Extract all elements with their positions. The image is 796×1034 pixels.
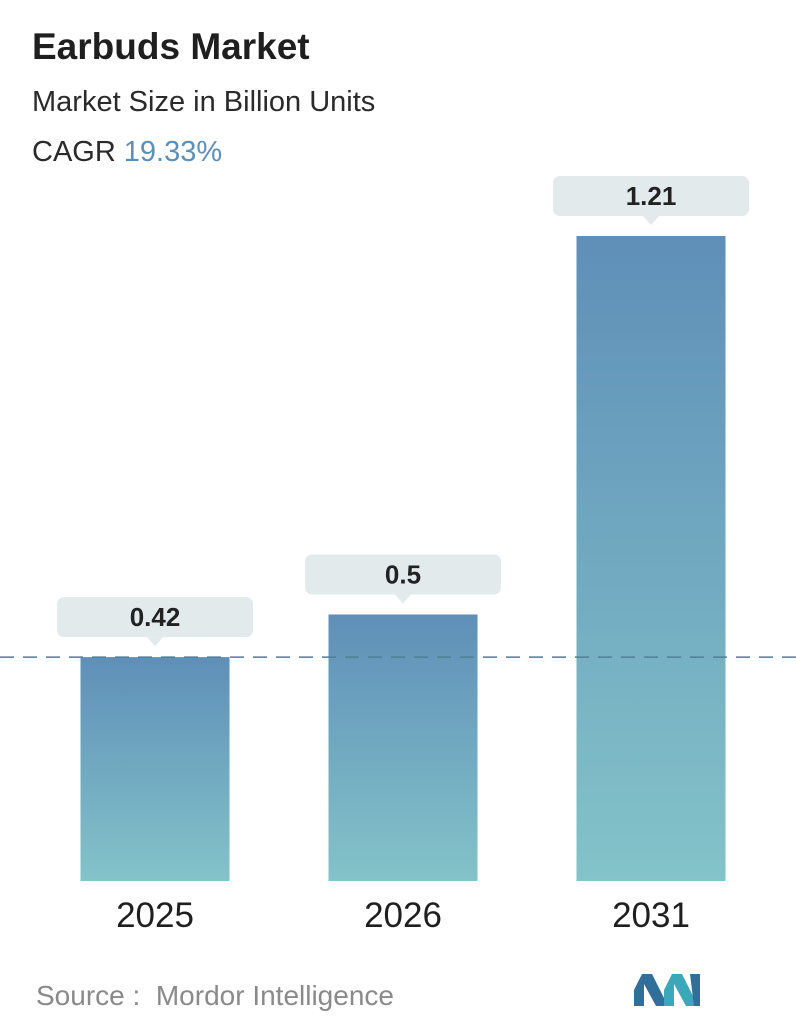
cagr-line: CAGR 19.33% bbox=[32, 136, 222, 169]
chart-title: Earbuds Market bbox=[32, 26, 310, 67]
mordor-intelligence-logo-icon bbox=[634, 974, 700, 1006]
source-text: Source : Mordor Intelligence bbox=[36, 980, 394, 1012]
source-label: Source : bbox=[36, 980, 141, 1011]
bar-2025 bbox=[80, 657, 230, 881]
category-label-2025: 2025 bbox=[116, 896, 194, 935]
value-label-2025: 0.42 bbox=[130, 602, 181, 632]
cagr-value: 19.33% bbox=[123, 136, 223, 168]
value-label-2026: 0.5 bbox=[385, 559, 421, 589]
category-label-2026: 2026 bbox=[364, 896, 442, 935]
cagr-label: CAGR bbox=[32, 136, 116, 168]
value-label-bubble-2026: 0.5 bbox=[305, 554, 501, 604]
chart-subtitle: Market Size in Billion Units bbox=[32, 86, 376, 118]
source-value: Mordor Intelligence bbox=[155, 980, 394, 1011]
bar-chart: 0.42 2025 0.5 2026 1.21 2031 bbox=[0, 176, 796, 935]
bar-2026 bbox=[328, 614, 478, 881]
category-label-2031: 2031 bbox=[612, 896, 690, 935]
value-label-bubble-2031: 1.21 bbox=[553, 176, 749, 225]
value-label-bubble-2025: 0.42 bbox=[57, 597, 253, 647]
value-label-2031: 1.21 bbox=[626, 181, 677, 211]
bar-2031 bbox=[576, 236, 726, 881]
